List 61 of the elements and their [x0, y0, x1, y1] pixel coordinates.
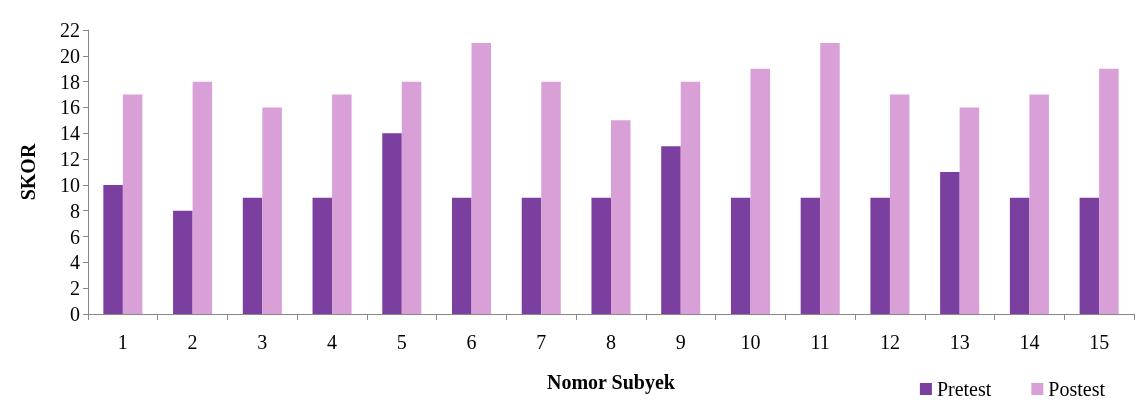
y-tick-label: 8	[70, 199, 80, 222]
legend-label: Pretest	[936, 378, 992, 400]
x-tick-label: 7	[536, 331, 547, 353]
y-tick-label: 16	[60, 96, 80, 119]
y-tick-label: 2	[70, 277, 80, 300]
bar	[312, 197, 333, 314]
bar	[889, 94, 910, 314]
bar	[103, 184, 123, 314]
bar	[192, 81, 213, 314]
x-tick-label: 2	[187, 331, 198, 353]
x-tick-label: 10	[740, 331, 761, 353]
bar	[680, 81, 701, 314]
x-tick-label: 3	[257, 331, 268, 353]
bar	[611, 120, 631, 314]
legend-label: Postest	[1048, 378, 1106, 400]
bar	[870, 197, 890, 314]
bar	[1099, 68, 1119, 314]
y-tick-label: 4	[70, 251, 80, 274]
x-tick-label: 8	[606, 331, 616, 353]
y-tick-label: 22	[60, 19, 80, 41]
y-tick-label: 6	[70, 225, 80, 248]
y-axis-title: SKOR	[17, 143, 39, 201]
x-tick-label: 12	[879, 331, 900, 353]
bar	[541, 81, 561, 314]
bar	[591, 197, 611, 314]
bar	[401, 81, 422, 314]
x-tick-label: 15	[1089, 331, 1110, 353]
bar	[1079, 197, 1100, 314]
bar	[242, 197, 263, 314]
bar	[750, 68, 770, 314]
x-tick-label: 14	[1019, 331, 1040, 353]
bar	[959, 107, 980, 314]
x-tick-label: 9	[675, 331, 686, 353]
bar	[1009, 197, 1030, 314]
bar	[820, 42, 840, 314]
bar	[940, 172, 960, 314]
bar	[122, 94, 143, 314]
y-tick-label: 18	[60, 70, 80, 93]
bar	[800, 197, 821, 314]
x-tick-label: 6	[466, 331, 477, 353]
bar	[521, 197, 542, 314]
x-axis-title: Nomor Subyek	[547, 371, 676, 394]
x-tick-label: 11	[810, 331, 830, 353]
bar	[730, 197, 751, 314]
y-tick-label: 20	[60, 44, 80, 67]
y-tick-label: 12	[60, 148, 80, 171]
x-tick-label: 1	[117, 331, 128, 353]
bar	[1029, 94, 1049, 314]
bar	[452, 197, 472, 314]
bar	[382, 133, 402, 314]
bar	[661, 146, 681, 314]
bar	[173, 210, 193, 314]
x-tick-label: 4	[327, 331, 338, 353]
bar	[262, 107, 282, 314]
y-tick-label: 14	[60, 122, 80, 145]
bar	[471, 42, 492, 314]
y-tick-label: 0	[70, 303, 80, 325]
x-tick-label: 13	[949, 331, 970, 353]
bar	[332, 94, 352, 314]
x-tick-label: 5	[396, 331, 407, 353]
y-tick-label: 10	[60, 173, 80, 196]
